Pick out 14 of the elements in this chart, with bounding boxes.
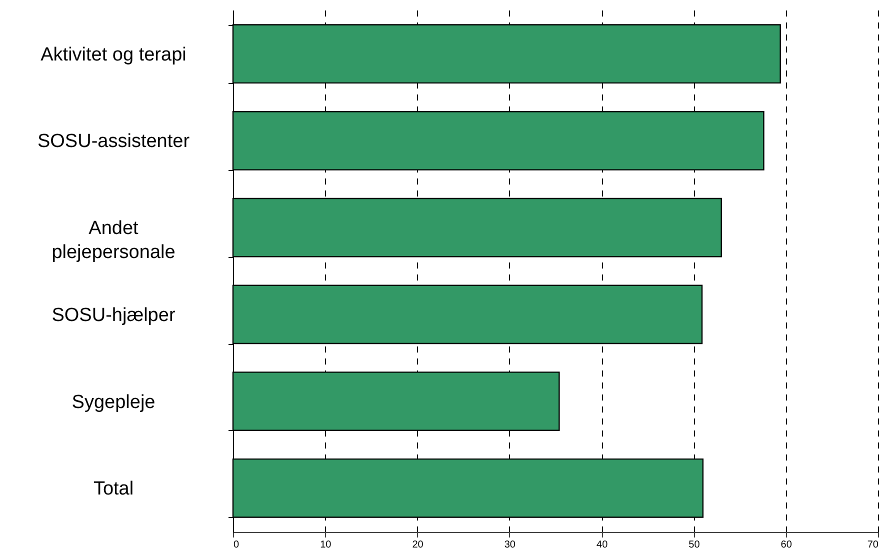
- y-tick-label: SOSU-assistenter: [37, 131, 190, 152]
- y-tick-label: Aktivitet og terapi: [40, 44, 186, 66]
- x-tick-label: 20: [412, 540, 424, 550]
- x-tick-label: 30: [504, 540, 516, 550]
- x-tick-label: 10: [320, 540, 332, 550]
- y-tick-label: Andet plejepersonale: [52, 218, 176, 264]
- x-tick-label: 50: [688, 540, 700, 550]
- x-tick-label: 70: [867, 540, 879, 550]
- y-tick-label: SOSU-hjælper: [52, 304, 176, 326]
- x-tick-label: 0: [234, 540, 240, 550]
- x-tick-label: 60: [780, 540, 792, 550]
- y-tick-label: Total: [93, 478, 134, 500]
- y-tick-label: Sygepleje: [72, 392, 156, 413]
- x-tick-label: 40: [596, 540, 608, 550]
